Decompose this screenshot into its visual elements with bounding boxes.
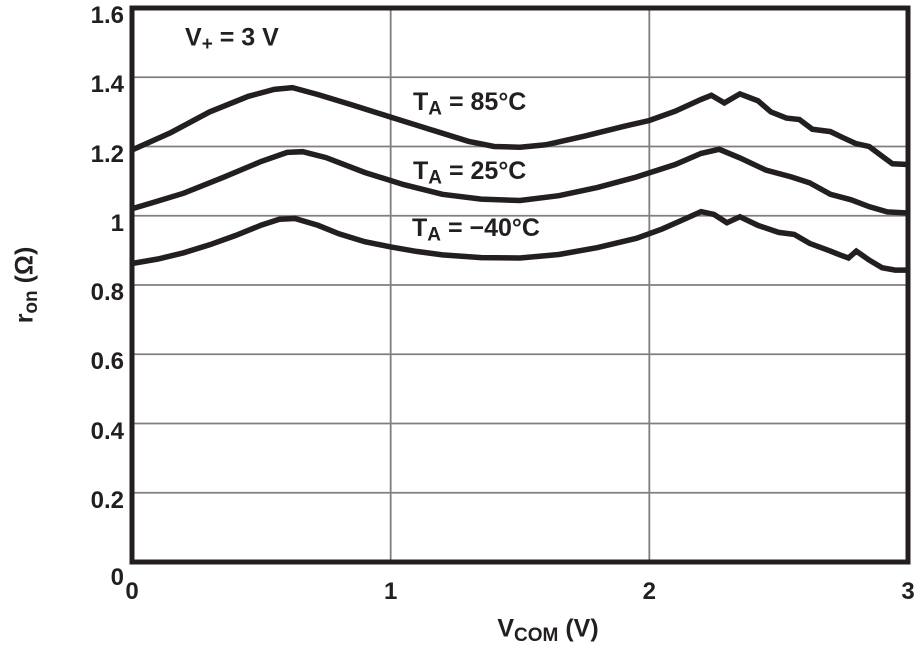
y-tick-label: 0.6: [90, 348, 124, 376]
curve-ta-minus40c: [131, 208, 908, 273]
x-axis-title-unit: (V): [558, 614, 599, 643]
curve-ta-25c: [131, 146, 909, 216]
y-tick-label: 0: [110, 564, 124, 591]
curve-label-text: = 25°C: [442, 157, 527, 185]
y-axis-title-symbol: r: [10, 313, 39, 324]
y-tick-label: 0.2: [90, 486, 124, 514]
supply-voltage-symbol: V: [185, 23, 202, 52]
curve-label-ta-85c: TA = 85°C: [413, 87, 527, 120]
y-tick-label: 1.2: [90, 140, 124, 168]
curve-label-text: T: [412, 214, 428, 242]
y-tick-label: 1.4: [90, 71, 124, 99]
plot-frame: [129, 5, 911, 565]
y-tick-label: 1.6: [90, 2, 124, 29]
x-tick-label: 2: [642, 578, 656, 605]
x-tick-label: 3: [901, 578, 915, 605]
curve-label-text: = −40°C: [441, 214, 540, 242]
x-tick-label: 0: [125, 578, 139, 605]
curve-label-text: T: [413, 157, 429, 185]
curve-label-ta-minus40c: TA = −40°C: [412, 213, 540, 246]
x-tick-label: 1: [383, 578, 398, 605]
y-tick-label: 1: [110, 209, 124, 237]
y-tick-label: 0.8: [90, 279, 124, 306]
supply-voltage-value: = 3 V: [212, 23, 279, 52]
curve-label-text: A: [427, 224, 442, 246]
curve-label-text: T: [413, 88, 429, 116]
supply-voltage-subscript: +: [201, 34, 213, 56]
curve-label-text: A: [428, 98, 443, 120]
x-axis-title: VCOM (V): [497, 614, 599, 647]
curve-label-text: = 85°C: [442, 88, 527, 116]
supply-voltage-annotation: V+ = 3 V: [185, 23, 279, 56]
curve-label-ta-25c: TA = 25°C: [413, 156, 527, 189]
x-axis-title-subscript: COM: [514, 625, 559, 647]
x-axis-title-symbol: V: [497, 614, 515, 643]
curve-ta-85c: [130, 84, 909, 168]
y-tick-label: 0.4: [90, 417, 124, 445]
curve-label-text: A: [428, 167, 443, 189]
